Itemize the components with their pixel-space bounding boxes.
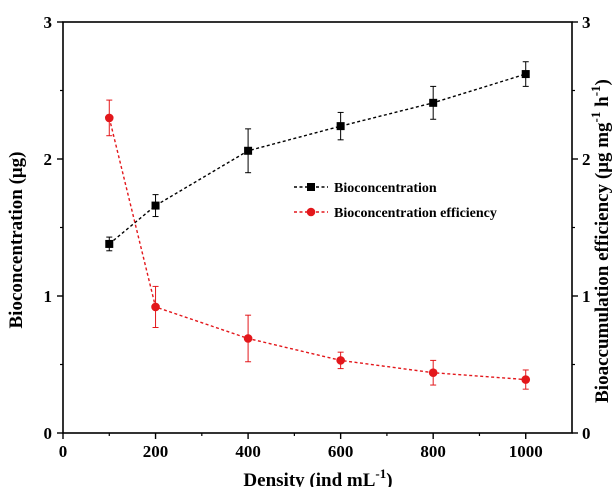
y-tick-label: 2 (44, 150, 53, 169)
series-layer (104, 61, 531, 390)
x-axis-title: Density (ind mL-1) (243, 466, 392, 487)
legend-item: Bioconcentration efficiency (294, 206, 497, 221)
data-point (104, 113, 114, 123)
data-point (151, 302, 160, 312)
data-point (521, 375, 531, 384)
y2-axis-title: Bioaccumulation efficiency (μg mg-1 h-1) (588, 79, 613, 403)
data-point (336, 122, 345, 131)
data-point (151, 201, 160, 210)
y-tick-label: 1 (44, 287, 53, 306)
legend-marker (306, 207, 316, 217)
data-point (243, 334, 253, 343)
series-2 (104, 99, 531, 390)
data-point (429, 98, 438, 107)
x-tick-label: 400 (235, 442, 261, 461)
y2-tick-label: 1 (582, 287, 591, 306)
legend: Bioconcentration Bioconcentration efficie… (294, 181, 497, 221)
data-point (244, 146, 253, 155)
x-tick-label: 1000 (509, 442, 543, 461)
legend-item: Bioconcentration (294, 181, 437, 196)
legend-label: Bioconcentration (334, 181, 437, 196)
y-axis-title: Bioconcentration (μg) (6, 152, 27, 329)
y-tick-label: 3 (44, 13, 53, 32)
data-point (521, 70, 530, 79)
axes: 0 200 400 600 800 1000 0 1 2 3 0 1 2 3 (44, 13, 591, 461)
data-point (336, 356, 345, 365)
y2-tick-label: 0 (582, 424, 591, 443)
x-tick-label: 200 (143, 442, 169, 461)
y2-tick-label: 2 (582, 150, 591, 169)
x-tick-label: 600 (328, 442, 354, 461)
y-tick-label: 0 (44, 424, 53, 443)
x-tick-label: 0 (59, 442, 68, 461)
x-tick-label: 800 (420, 442, 446, 461)
data-point (105, 239, 114, 248)
legend-marker (307, 183, 315, 191)
series-line (108, 73, 526, 245)
y2-tick-label: 3 (582, 13, 591, 32)
data-point (428, 368, 438, 378)
legend-label: Bioconcentration efficiency (334, 206, 497, 221)
series-line (108, 117, 526, 381)
series-1 (105, 61, 530, 252)
